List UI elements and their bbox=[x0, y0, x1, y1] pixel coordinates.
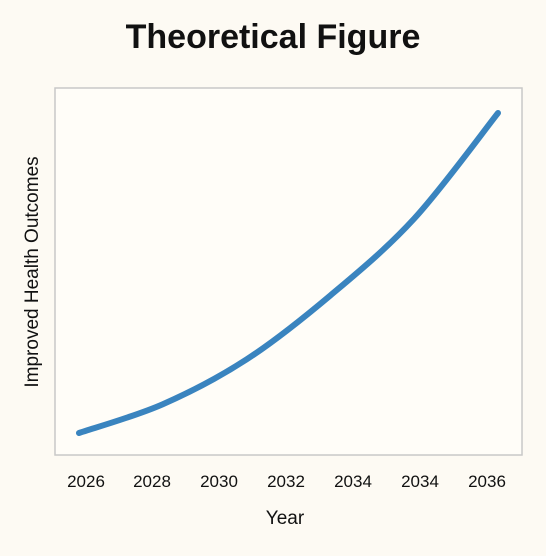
x-tick-labels: 2026 2028 2030 2032 2034 2034 2036 bbox=[67, 472, 506, 491]
plot-frame bbox=[54, 87, 523, 456]
x-tick-label: 2026 bbox=[67, 472, 105, 491]
x-tick-label: 2032 bbox=[267, 472, 305, 491]
y-axis-label: Improved Health Outcomes bbox=[22, 156, 43, 387]
x-axis-label: Year bbox=[266, 508, 305, 529]
x-tick-label: 2034 bbox=[401, 472, 439, 491]
x-tick-label: 2034 bbox=[334, 472, 372, 491]
chart-title: Theoretical Figure bbox=[125, 18, 421, 56]
x-tick-label: 2036 bbox=[468, 472, 506, 491]
x-tick-label: 2030 bbox=[200, 472, 238, 491]
x-tick-label: 2028 bbox=[133, 472, 171, 491]
series-line bbox=[76, 110, 501, 436]
